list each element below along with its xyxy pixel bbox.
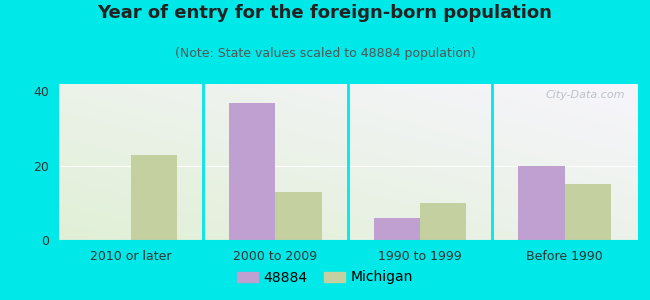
Bar bbox=[565, 184, 611, 240]
Text: City-Data.com: City-Data.com bbox=[546, 90, 625, 100]
Text: Year of entry for the foreign-born population: Year of entry for the foreign-born popul… bbox=[98, 4, 552, 22]
Bar bbox=[420, 203, 466, 240]
Legend: 48884, Michigan: 48884, Michigan bbox=[231, 265, 419, 290]
Bar bbox=[229, 103, 276, 240]
Bar bbox=[131, 154, 177, 240]
Bar bbox=[374, 218, 420, 240]
Text: (Note: State values scaled to 48884 population): (Note: State values scaled to 48884 popu… bbox=[175, 46, 475, 59]
Bar bbox=[276, 192, 322, 240]
Bar bbox=[519, 166, 565, 240]
